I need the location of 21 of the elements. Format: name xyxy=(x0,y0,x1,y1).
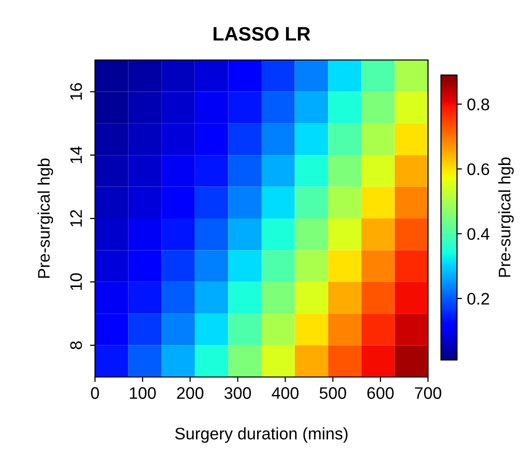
y-axis-title: Pre-surgical hgb xyxy=(38,158,54,278)
color-bar-label: 0.8 xyxy=(467,98,490,110)
x-tick-label: 600 xyxy=(367,387,394,399)
x-tick-label: 700 xyxy=(414,387,442,399)
x-tick-label: 0 xyxy=(91,387,99,399)
color-bar-label: 0.2 xyxy=(467,292,490,305)
x-tick-label: 500 xyxy=(320,387,346,399)
chart-title: LASSO LR xyxy=(214,26,310,41)
y-tick-label: 10 xyxy=(70,273,82,290)
y-tick-label: 12 xyxy=(70,210,82,226)
color-bar-label: 0.4 xyxy=(467,228,490,240)
color-bar-title: Pre-surgical hgb xyxy=(498,158,514,277)
y-tick-label: 16 xyxy=(70,83,82,100)
x-tick-label: 100 xyxy=(130,387,156,399)
x-tick-label: 400 xyxy=(272,387,299,399)
y-tick-label: 14 xyxy=(70,146,82,164)
x-tick-label: 200 xyxy=(177,387,204,399)
x-tick-label: 300 xyxy=(224,387,251,399)
x-axis-title: Surgery duration (mins) xyxy=(175,427,348,443)
y-tick-label: 8 xyxy=(70,341,82,350)
color-bar-label: 0.6 xyxy=(467,163,490,176)
